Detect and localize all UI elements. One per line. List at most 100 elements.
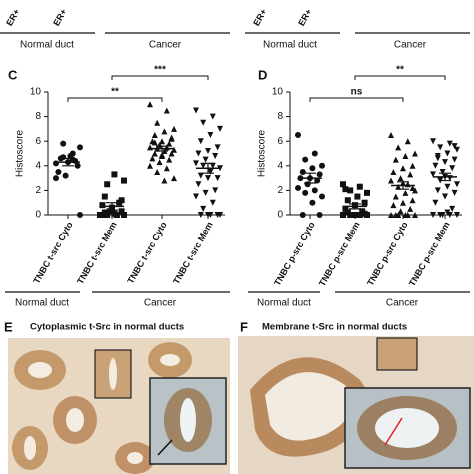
data-point	[74, 162, 81, 169]
data-point	[388, 132, 394, 139]
data-point	[60, 140, 67, 147]
data-point	[402, 152, 409, 159]
data-point	[214, 175, 221, 182]
error-bar	[106, 202, 118, 211]
data-point	[53, 160, 59, 167]
image-title: Cytoplasmic t-Src in normal ducts	[30, 322, 184, 333]
data-point	[390, 202, 397, 209]
data-point	[193, 193, 199, 200]
data-point	[69, 150, 76, 157]
data-point	[397, 175, 404, 182]
group-label: Cancer	[394, 40, 427, 51]
data-point	[412, 212, 418, 218]
data-point	[444, 183, 451, 190]
data-point	[121, 212, 127, 218]
data-point	[407, 205, 414, 212]
error-bar	[202, 162, 214, 174]
y-tick-label: 10	[272, 87, 284, 98]
data-point	[342, 186, 349, 193]
panel-label: E	[4, 319, 13, 334]
top-tick-label: ER+	[4, 7, 22, 27]
data-point	[409, 184, 416, 191]
data-point	[166, 140, 173, 147]
data-point	[147, 162, 153, 169]
panel-label: D	[258, 67, 267, 82]
data-point	[53, 175, 59, 182]
data-point	[295, 132, 301, 139]
significance-bar	[67, 97, 163, 102]
group-label: Normal duct	[257, 298, 311, 309]
y-tick-label: 6	[35, 136, 41, 147]
y-axis-label: Histoscore	[15, 129, 26, 177]
data-point	[166, 156, 173, 163]
y-tick-label: 8	[35, 111, 41, 122]
data-point	[344, 209, 351, 216]
data-point	[449, 165, 456, 172]
y-tick-label: 4	[277, 160, 283, 171]
group-label: Normal duct	[263, 40, 317, 51]
data-point	[340, 212, 346, 218]
data-point	[454, 181, 460, 188]
data-point	[395, 144, 402, 151]
data-point	[200, 119, 207, 126]
data-point	[212, 152, 219, 159]
data-point	[388, 177, 394, 184]
error-bar	[156, 145, 168, 152]
data-point	[149, 155, 156, 162]
data-point	[205, 212, 211, 218]
data-point	[168, 150, 175, 157]
group-label: Cancer	[144, 298, 177, 309]
data-point	[104, 181, 111, 188]
group-label: Normal duct	[15, 298, 69, 309]
data-point	[77, 212, 83, 218]
data-point	[154, 168, 161, 175]
data-point	[344, 197, 351, 204]
data-point	[302, 189, 309, 196]
data-point	[118, 208, 125, 215]
data-point	[430, 171, 436, 178]
data-point	[451, 189, 458, 196]
x-tick-label: TNBC p-src Cyto	[272, 220, 317, 288]
data-point	[434, 187, 441, 194]
data-point	[444, 150, 451, 157]
data-point	[200, 162, 207, 169]
data-point	[202, 189, 209, 196]
data-point	[437, 144, 444, 151]
data-point	[62, 172, 69, 179]
significance-bar	[354, 75, 446, 80]
x-tick-label: TNBC p-src Cyto	[365, 220, 410, 288]
data-point	[171, 146, 177, 153]
data-point	[451, 143, 458, 150]
data-point	[111, 171, 118, 178]
data-point	[407, 171, 414, 178]
data-point	[316, 212, 323, 218]
data-point	[151, 139, 158, 146]
y-tick-label: 4	[35, 160, 41, 171]
data-point	[446, 140, 453, 147]
data-point	[163, 165, 170, 172]
data-point	[340, 181, 346, 188]
data-point	[316, 171, 323, 178]
data-point	[400, 199, 406, 206]
data-point	[311, 187, 318, 194]
data-point	[302, 156, 309, 163]
y-tick-label: 10	[30, 87, 42, 98]
data-point	[200, 205, 207, 212]
data-point	[214, 144, 221, 151]
data-point	[311, 150, 318, 157]
data-point	[193, 160, 199, 167]
data-point	[390, 168, 397, 175]
data-point	[451, 156, 458, 163]
data-point	[319, 162, 325, 169]
data-point	[342, 205, 349, 212]
data-point	[432, 199, 439, 206]
data-point	[77, 144, 83, 151]
data-point	[299, 212, 306, 218]
micrograph-f	[238, 336, 474, 474]
group-label: Normal duct	[20, 40, 74, 51]
panel-label: F	[240, 319, 248, 334]
data-point	[212, 187, 219, 194]
data-point	[402, 189, 409, 196]
data-point	[197, 212, 204, 218]
